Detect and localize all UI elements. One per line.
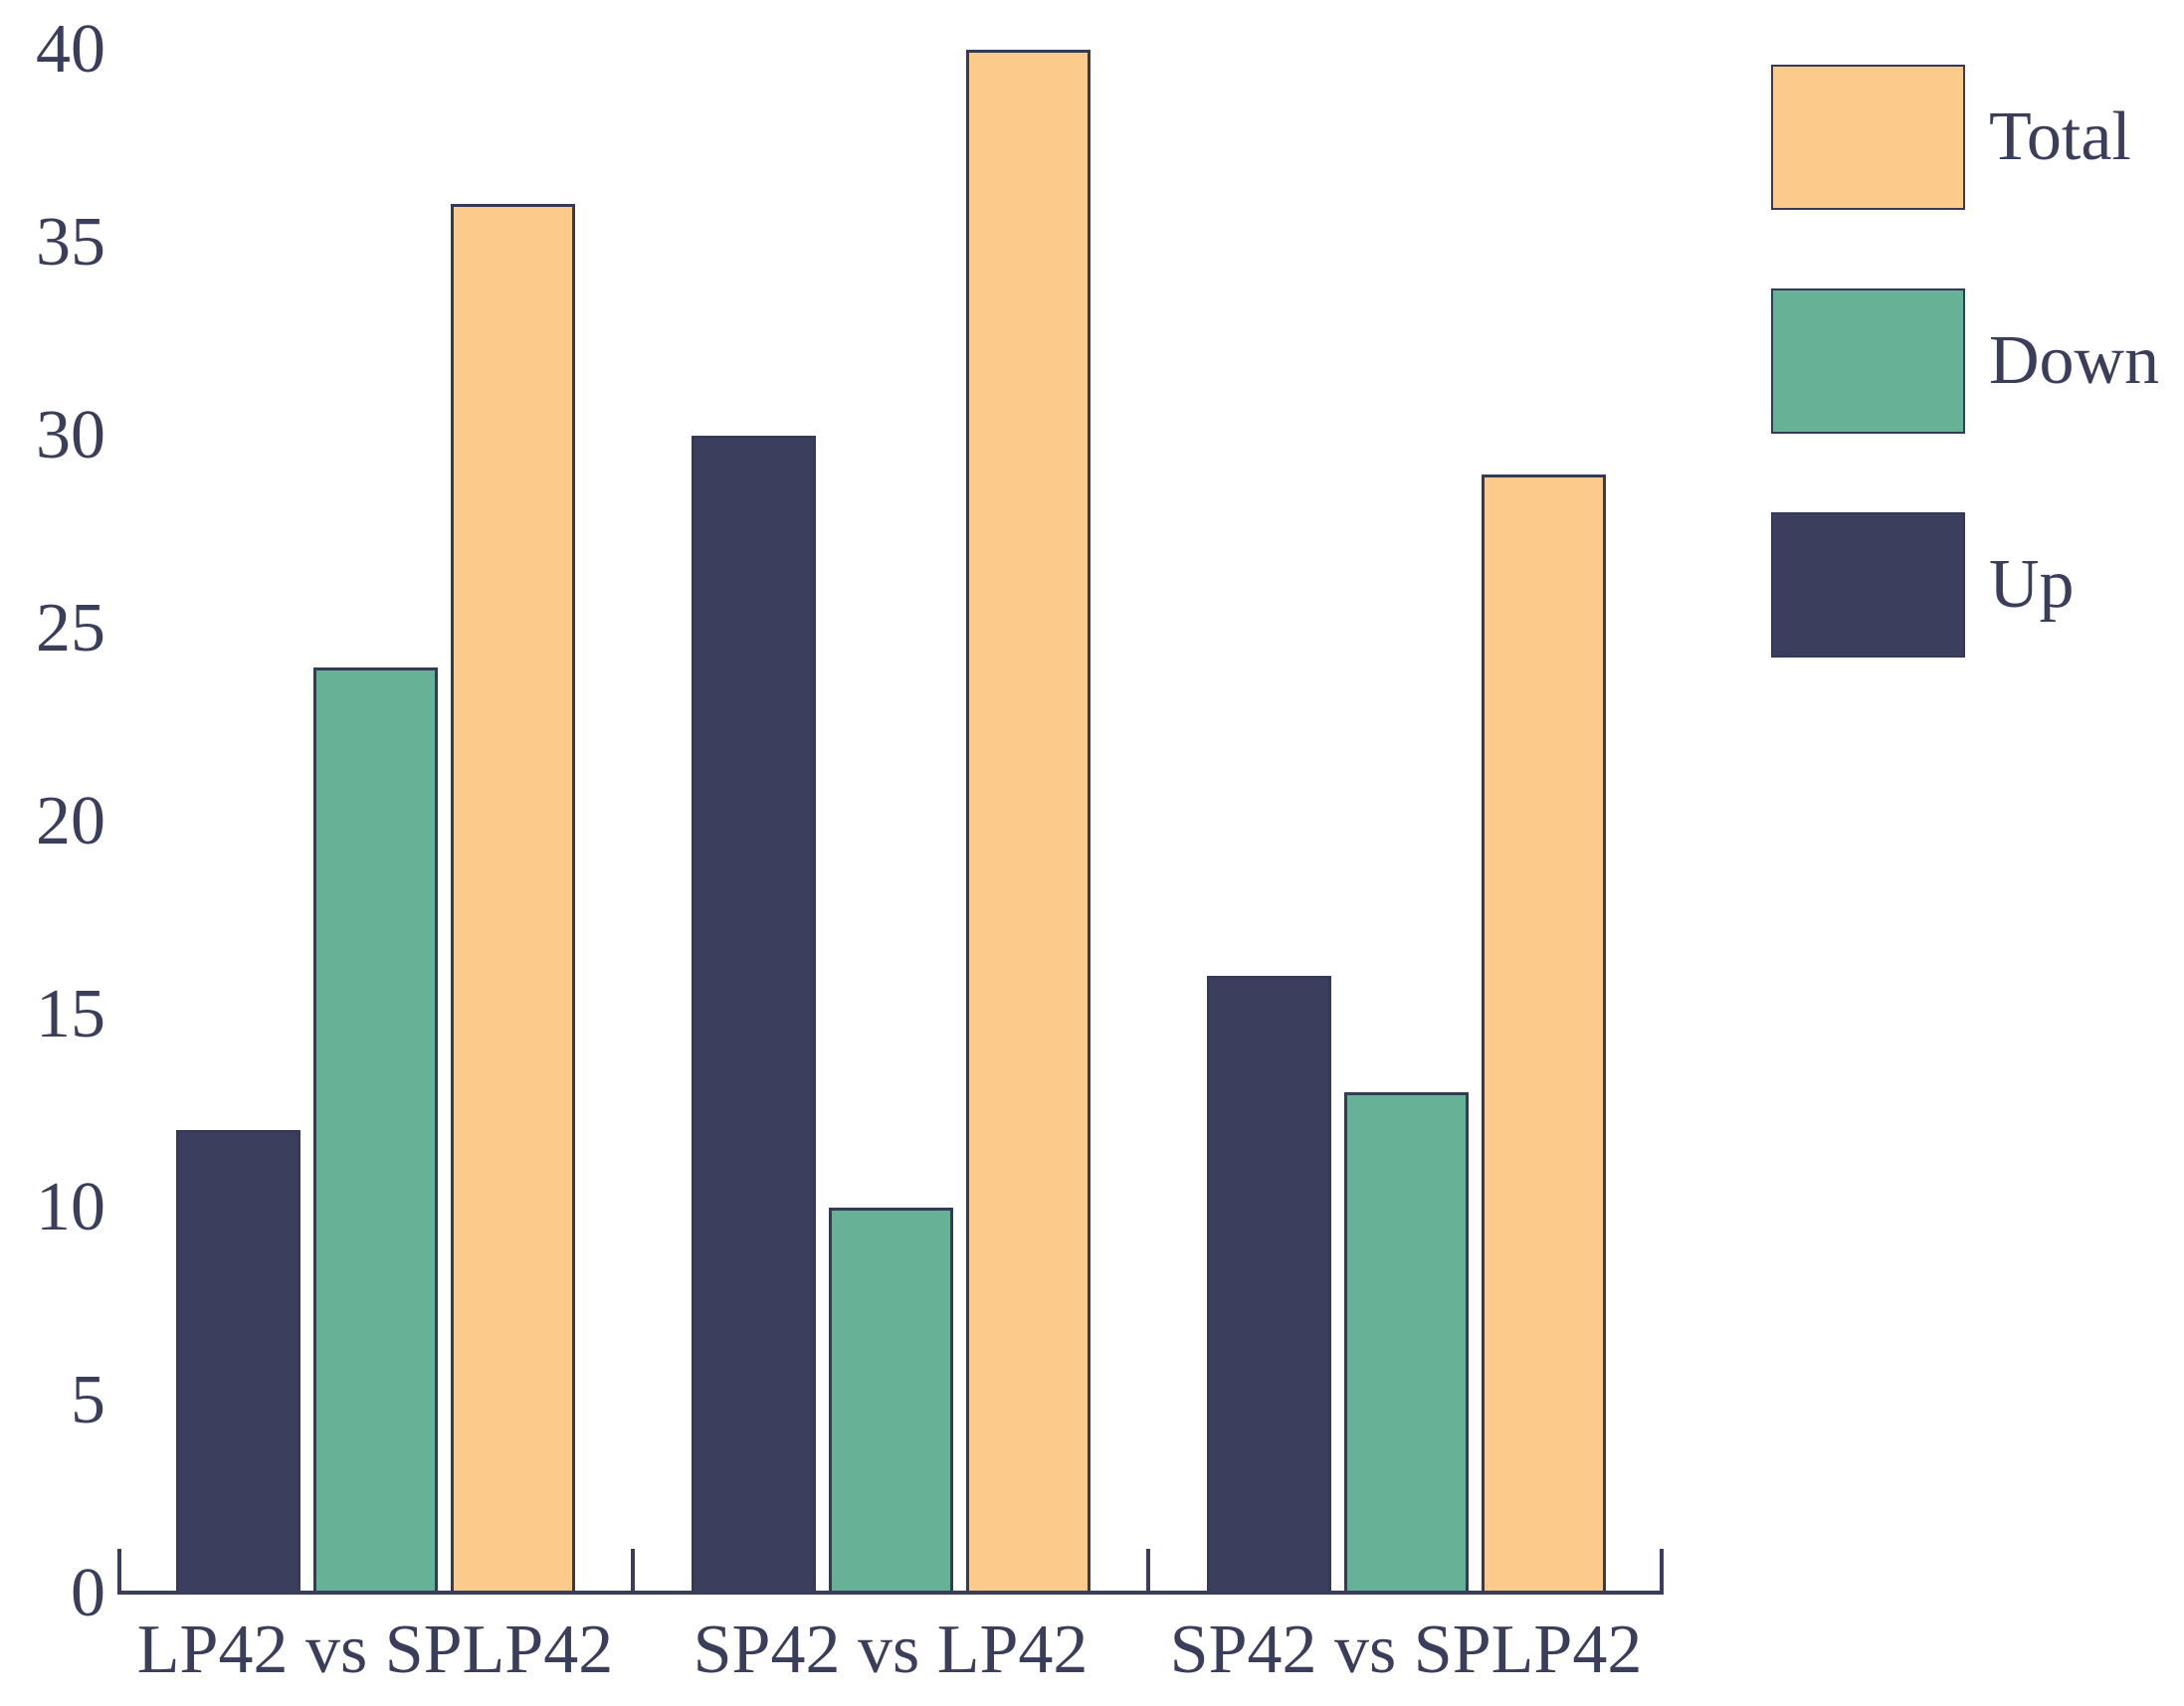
- x-axis-tick: [631, 1549, 635, 1594]
- legend-label-total: Total: [1989, 98, 2131, 175]
- x-axis-tick: [1146, 1549, 1150, 1594]
- legend-label-down: Down: [1989, 322, 2160, 399]
- y-axis-tick-label: 10: [36, 1169, 105, 1245]
- y-axis-tick-label: 0: [71, 1555, 105, 1631]
- y-axis-tick-label: 25: [36, 590, 105, 666]
- y-axis-tick-label: 35: [36, 204, 105, 281]
- bar-up-group-3: [1206, 976, 1331, 1594]
- bar-down-group-2: [828, 1208, 953, 1594]
- legend-swatch-down: [1771, 288, 1965, 434]
- bar-total-group-3: [1481, 474, 1606, 1594]
- legend-swatch-total: [1771, 65, 1965, 210]
- x-axis-category-label: SP42 vs LP42: [693, 1611, 1089, 1688]
- x-axis-tick: [117, 1549, 121, 1594]
- bar-down-group-3: [1343, 1092, 1469, 1594]
- x-axis-category-label: SP42 vs SPLP42: [1169, 1611, 1643, 1688]
- bar-total-group-1: [450, 204, 575, 1594]
- x-axis-category-label: LP42 vs SPLP42: [136, 1611, 614, 1688]
- y-axis-tick-label: 30: [36, 397, 105, 474]
- y-axis-tick-label: 5: [71, 1362, 105, 1438]
- legend-swatch-up: [1771, 512, 1965, 658]
- bar-up-group-1: [175, 1130, 300, 1594]
- y-axis-tick-label: 40: [36, 11, 105, 88]
- y-axis-tick-label: 15: [36, 976, 105, 1052]
- bar-down-group-1: [312, 667, 438, 1594]
- bar-up-group-2: [691, 436, 816, 1594]
- x-axis-tick: [1660, 1549, 1664, 1594]
- bar-total-group-2: [965, 50, 1091, 1594]
- x-axis-line: [117, 1591, 1664, 1595]
- legend-label-up: Up: [1989, 546, 2075, 623]
- y-axis-tick-label: 20: [36, 783, 105, 859]
